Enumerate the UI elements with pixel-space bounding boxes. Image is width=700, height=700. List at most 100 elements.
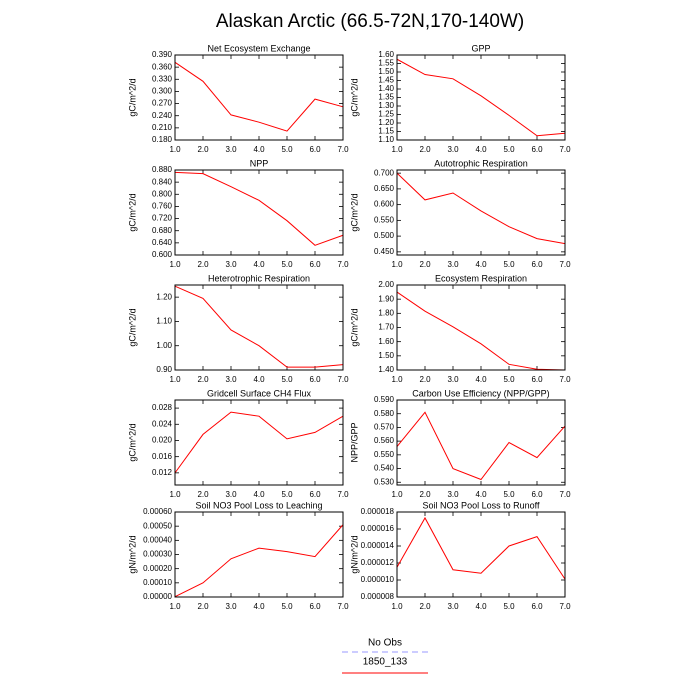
x-tick-label: 1.0 — [169, 375, 181, 384]
y-axis-label: gN/m^2/d — [127, 535, 137, 573]
plot-frame — [396, 54, 566, 141]
y-tick-label: 0.540 — [374, 464, 395, 473]
y-tick-label: 1.90 — [378, 294, 394, 303]
data-line — [174, 411, 344, 474]
y-tick-label: 0.600 — [374, 200, 395, 209]
x-tick-label: 2.0 — [419, 602, 431, 611]
y-tick-label: 0.500 — [374, 231, 395, 240]
x-tick-label: 3.0 — [225, 602, 237, 611]
plot-frame — [396, 399, 566, 486]
x-tick-label: 7.0 — [337, 145, 349, 154]
x-tick-label: 2.0 — [419, 490, 431, 499]
y-tick-label: 0.840 — [152, 177, 173, 186]
y-axis-label: gC/m^2/d — [127, 423, 137, 461]
x-tick-label: 4.0 — [475, 260, 487, 269]
y-tick-label: 0.180 — [152, 135, 173, 144]
y-tick-label: 1.80 — [378, 308, 394, 317]
panel-title: Heterotrophic Respiration — [208, 273, 310, 283]
y-tick-label: 0.028 — [152, 403, 173, 412]
y-tick-label: 0.000014 — [361, 541, 395, 550]
y-tick-label: 0.300 — [152, 87, 173, 96]
x-tick-label: 4.0 — [253, 490, 265, 499]
data-line — [174, 285, 344, 368]
y-tick-label: 0.550 — [374, 450, 395, 459]
y-axis-label: gN/m^2/d — [349, 535, 359, 573]
panel-title: Soil NO3 Pool Loss to Leaching — [195, 500, 322, 510]
plot-frame — [396, 284, 566, 371]
y-tick-label: 1.00 — [156, 341, 172, 350]
x-tick-label: 4.0 — [475, 602, 487, 611]
x-tick-label: 1.0 — [391, 260, 403, 269]
y-axis-label: gC/m^2/d — [127, 193, 137, 231]
y-tick-label: 0.00040 — [143, 535, 172, 544]
x-tick-label: 3.0 — [225, 490, 237, 499]
y-tick-label: 0.880 — [152, 165, 173, 174]
x-tick-label: 2.0 — [197, 145, 209, 154]
y-tick-label: 0.012 — [152, 468, 173, 477]
y-tick-label: 1.25 — [378, 110, 394, 119]
y-axis-label: NPP/GPP — [349, 422, 359, 462]
y-tick-label: 1.70 — [378, 323, 394, 332]
x-tick-label: 2.0 — [197, 490, 209, 499]
y-tick-label: 0.600 — [152, 250, 173, 259]
x-tick-label: 7.0 — [337, 490, 349, 499]
x-tick-label: 7.0 — [337, 602, 349, 611]
plot-frame — [174, 169, 344, 256]
y-tick-label: 1.60 — [378, 337, 394, 346]
x-tick-label: 1.0 — [169, 602, 181, 611]
panel-title: Carbon Use Efficiency (NPP/GPP) — [412, 388, 549, 398]
y-tick-label: 0.00020 — [143, 564, 172, 573]
panel-title: Net Ecosystem Exchange — [207, 43, 310, 53]
y-tick-label: 0.390 — [152, 50, 173, 59]
y-tick-label: 0.800 — [152, 189, 173, 198]
data-line — [396, 411, 566, 481]
y-tick-label: 0.90 — [156, 365, 172, 374]
x-tick-label: 6.0 — [531, 260, 543, 269]
x-tick-label: 4.0 — [253, 145, 265, 154]
y-axis-label: gC/m^2/d — [127, 78, 137, 116]
x-tick-label: 4.0 — [253, 602, 265, 611]
x-tick-label: 3.0 — [225, 260, 237, 269]
x-tick-label: 2.0 — [197, 260, 209, 269]
y-tick-label: 1.15 — [378, 127, 394, 136]
x-tick-label: 4.0 — [253, 375, 265, 384]
y-tick-label: 0.550 — [374, 215, 395, 224]
x-tick-label: 3.0 — [447, 145, 459, 154]
figure-title: Alaskan Arctic (66.5-72N,170-140W) — [216, 11, 524, 32]
x-tick-label: 1.0 — [391, 145, 403, 154]
y-tick-label: 1.20 — [156, 292, 172, 301]
y-tick-label: 0.530 — [374, 477, 395, 486]
y-axis-label: gC/m^2/d — [349, 308, 359, 346]
y-tick-label: 0.210 — [152, 123, 173, 132]
x-tick-label: 5.0 — [503, 145, 515, 154]
x-tick-label: 5.0 — [281, 260, 293, 269]
y-tick-label: 0.00000 — [143, 592, 172, 601]
plot-frame — [396, 169, 566, 256]
x-tick-label: 7.0 — [559, 260, 571, 269]
y-tick-label: 1.10 — [156, 317, 172, 326]
x-tick-label: 2.0 — [419, 145, 431, 154]
x-tick-label: 6.0 — [531, 145, 543, 154]
x-tick-label: 1.0 — [169, 490, 181, 499]
y-tick-label: 1.35 — [378, 93, 394, 102]
x-tick-label: 7.0 — [337, 375, 349, 384]
x-tick-label: 3.0 — [225, 375, 237, 384]
x-tick-label: 6.0 — [309, 602, 321, 611]
y-tick-label: 0.000012 — [361, 558, 395, 567]
y-tick-label: 0.000016 — [361, 524, 395, 533]
x-tick-label: 6.0 — [309, 375, 321, 384]
y-tick-label: 1.40 — [378, 84, 394, 93]
data-line — [396, 291, 566, 371]
panel-title: Autotrophic Respiration — [434, 158, 528, 168]
x-tick-label: 2.0 — [419, 260, 431, 269]
y-tick-label: 0.560 — [374, 436, 395, 445]
y-tick-label: 0.00010 — [143, 578, 172, 587]
panel-title: NPP — [250, 158, 269, 168]
x-tick-label: 2.0 — [419, 375, 431, 384]
x-tick-label: 3.0 — [447, 602, 459, 611]
y-tick-label: 0.000008 — [361, 592, 395, 601]
plot-frame — [396, 511, 566, 598]
x-tick-label: 3.0 — [225, 145, 237, 154]
